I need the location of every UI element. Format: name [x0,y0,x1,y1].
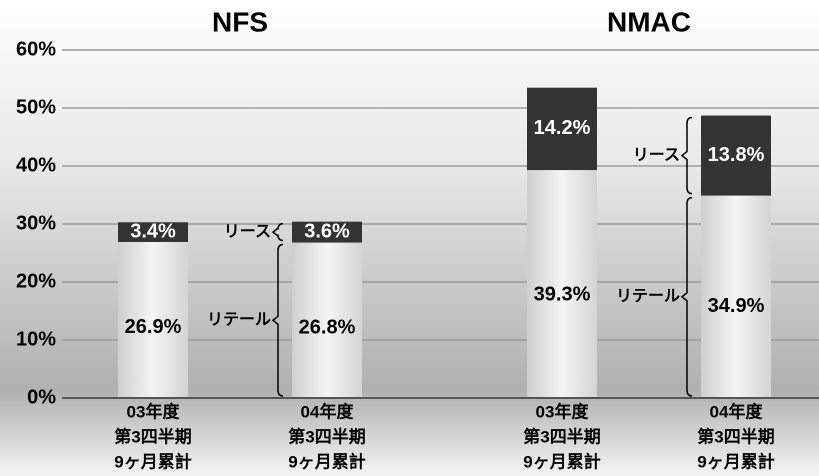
x-tick-label: 03年度 [536,401,590,421]
x-tick-label: 9ヶ月累計 [114,451,191,471]
value-label: 14.2% [534,117,591,139]
x-tick-label: 9ヶ月累計 [523,451,600,471]
bracket [271,222,284,242]
y-tick-label: 20% [16,270,56,292]
x-tick-label: 第3四半期 [288,426,365,446]
value-label: 39.3% [534,284,591,306]
x-tick-label: 9ヶ月累計 [697,451,774,471]
value-label: 26.9% [125,316,182,338]
bracket [680,116,693,195]
y-tick-label: 10% [16,328,56,350]
series-label: リース [633,147,680,164]
value-label: 34.9% [708,295,765,317]
bracket [271,243,284,397]
y-tick-label: 30% [16,212,56,234]
x-tick-label: 第3四半期 [697,426,774,446]
group-title: NMAC [607,6,691,37]
series-label: リテール [616,288,680,305]
x-tick-label: 第3四半期 [114,426,191,446]
x-tick-label: 04年度 [301,401,355,421]
y-tick-label: 60% [16,38,56,60]
value-label: 3.4% [130,220,176,242]
group-title: NFS [212,6,268,37]
bar-segment [701,195,771,398]
bar-segment [292,221,362,243]
bar-segment [292,242,362,398]
value-label: 3.6% [304,220,350,242]
x-tick-label: 9ヶ月累計 [288,451,365,471]
series-label: リテール [207,311,271,328]
value-label: 26.8% [299,316,356,338]
bar-segment [701,115,771,196]
bar-segment [527,87,597,171]
x-tick-label: 04年度 [710,401,764,421]
bracket [680,196,693,397]
x-tick-label: 第3四半期 [523,426,600,446]
y-tick-label: 0% [27,386,56,408]
y-tick-label: 50% [16,96,56,118]
value-label: 13.8% [708,144,765,166]
x-tick-label: 03年度 [127,401,181,421]
bar-segment [118,241,188,398]
series-label: リース [224,223,271,240]
y-tick-label: 40% [16,154,56,176]
bar-segment [527,170,597,398]
bar-segment [118,222,188,242]
